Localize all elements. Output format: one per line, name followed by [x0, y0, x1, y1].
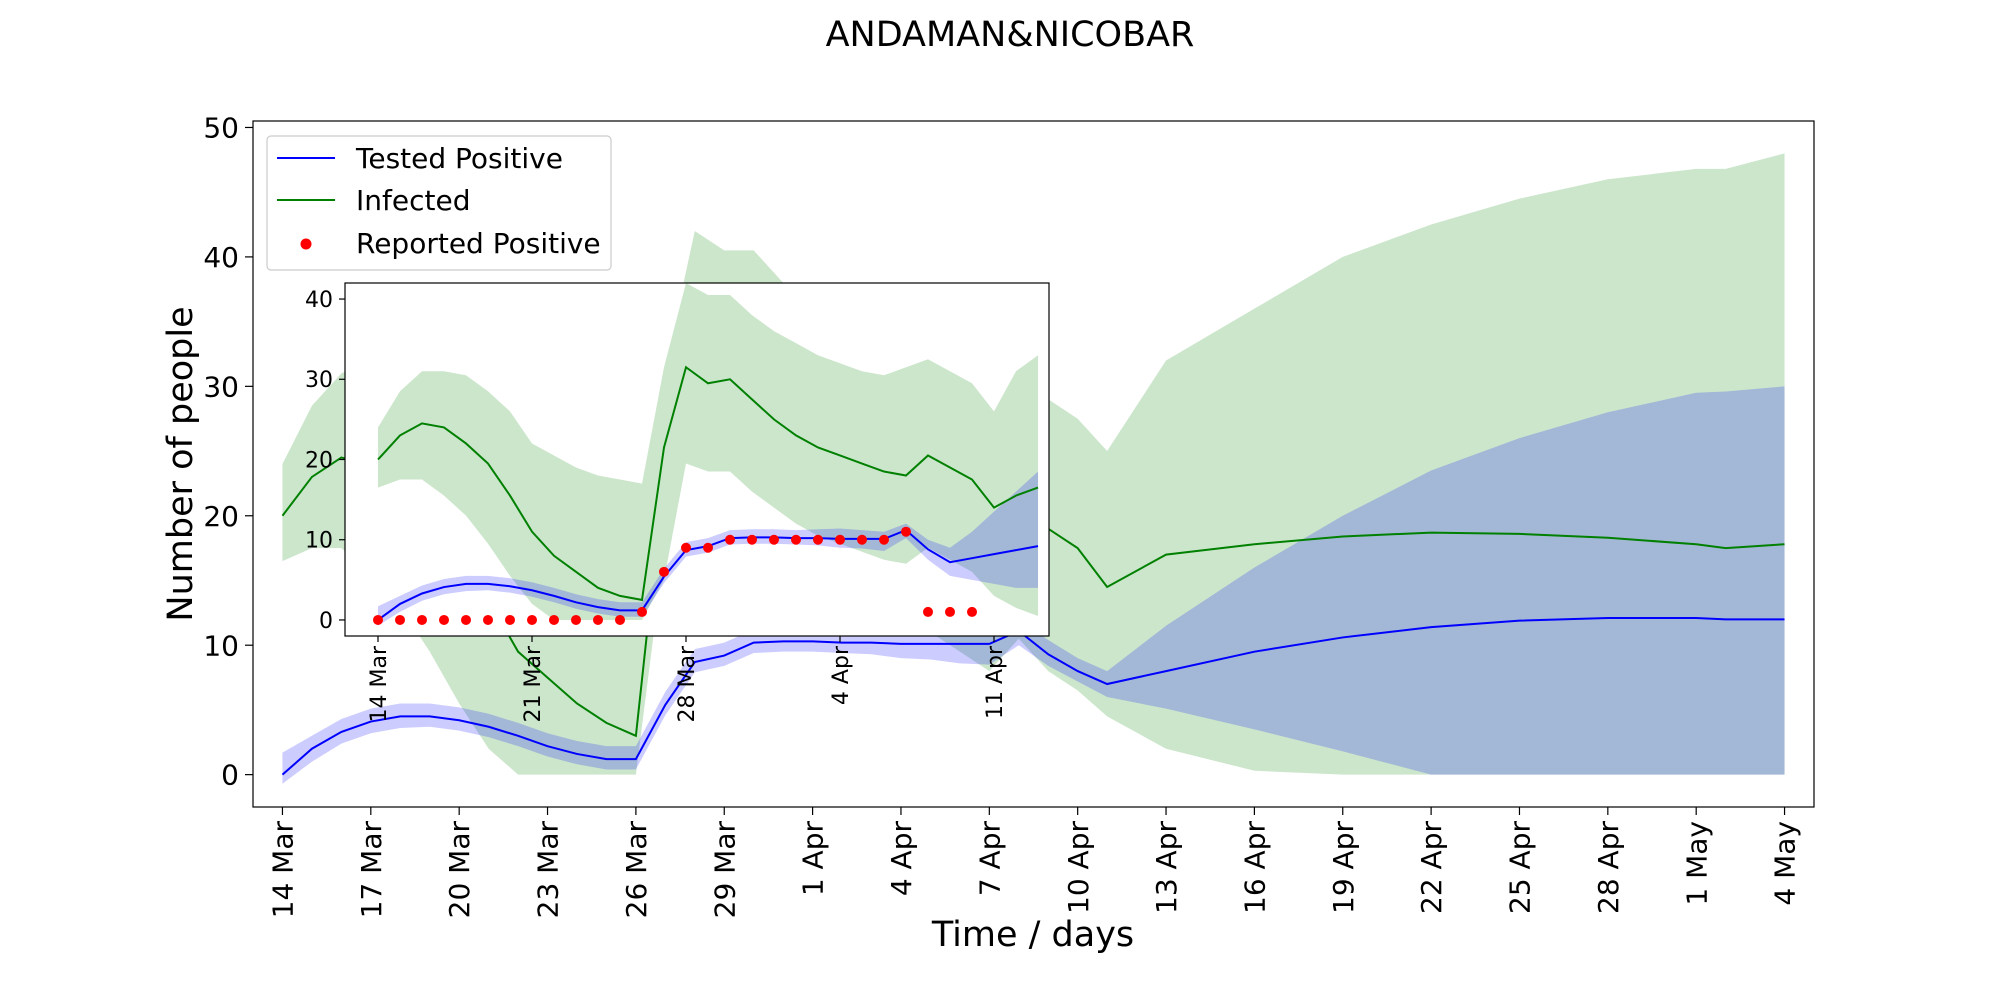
inset-reported-positive-point-13	[659, 566, 669, 577]
main-x-tick-label-12: 19 Apr	[1327, 821, 1360, 914]
inset-reported-positive-point-2	[417, 614, 427, 625]
legend-box	[266, 135, 612, 271]
inset-reported-positive-point-6	[505, 614, 515, 625]
inset-reported-positive-point-12	[637, 606, 647, 617]
inset-reported-positive-point-17	[747, 534, 757, 545]
main-x-tick-label-6: 1 Apr	[797, 821, 830, 897]
inset-reported-positive-point-20	[813, 534, 823, 545]
inset-reported-positive-point-11	[615, 614, 625, 625]
inset-y-tick-label-4: 40	[305, 288, 333, 313]
inset-reported-positive-point-0	[373, 614, 383, 625]
inset-y-tick-label-1: 10	[305, 529, 333, 554]
inset-reported-positive-point-23	[879, 534, 889, 545]
main-x-tick-label-2: 20 Mar	[443, 821, 476, 919]
y-axis-label: Number of people	[161, 306, 201, 621]
inset-plot-area	[373, 283, 1039, 626]
main-tested-positive-line	[281, 617, 1785, 776]
chart-title: ANDAMAN&NICOBAR	[826, 15, 1195, 55]
inset-reported-positive-point-9	[571, 614, 581, 625]
inset-reported-positive-point-4	[461, 614, 471, 625]
main-y-tick-label-3: 30	[203, 370, 239, 403]
main-x-tick-label-15: 28 Apr	[1592, 821, 1625, 914]
main-x-tick-label-14: 25 Apr	[1504, 821, 1537, 914]
inset-reported-positive-point-16	[725, 534, 735, 545]
legend: Tested Positive Infected Reported Positi…	[266, 135, 612, 271]
main-x-tick-label-17: 4 May	[1769, 821, 1802, 906]
inset-reported-positive-point-18	[769, 534, 779, 545]
inset-reported-positive-point-15	[703, 542, 713, 553]
inset-x-tick-label-1: 21 Mar	[521, 645, 546, 722]
inset-infected-band	[378, 283, 1038, 620]
main-x-tick-label-1: 17 Mar	[355, 821, 388, 919]
inset-y-axis: 0 10 20 30 40	[305, 288, 345, 634]
main-x-tick-label-10: 13 Apr	[1150, 821, 1183, 914]
inset-x-tick-label-0: 14 Mar	[367, 645, 392, 722]
main-y-axis: 0 10 20 30 40 50	[203, 112, 253, 792]
x-axis-label: Time / days	[931, 915, 1134, 955]
main-x-tick-label-3: 23 Mar	[532, 821, 565, 919]
main-plot-frame	[252, 120, 1815, 808]
inset-reported-positive-point-7	[527, 614, 537, 625]
inset-y-tick-label-0: 0	[319, 609, 333, 634]
legend-reported-positive-swatch	[300, 238, 312, 250]
main-x-tick-label-0: 14 Mar	[267, 821, 300, 919]
inset-infected-line	[377, 365, 1039, 602]
main-x-tick-label-7: 4 Apr	[885, 821, 918, 897]
inset-reported-positive-point-22	[857, 534, 867, 545]
inset-reported-positive-point-10	[593, 614, 603, 625]
inset-reported-positive-point-24	[901, 526, 911, 537]
inset-reported-positive-point-3	[439, 614, 449, 625]
inset-x-axis: 14 Mar 21 Mar 28 Mar 4 Apr 11 Apr	[367, 636, 1008, 723]
main-x-axis: 14 Mar 17 Mar 20 Mar 23 Mar 26 Mar 29 Mar 1 Ap…	[267, 807, 1802, 918]
main-y-tick-label-2: 20	[203, 500, 239, 533]
main-x-tick-label-13: 22 Apr	[1415, 821, 1448, 914]
main-y-tick-label-0: 0	[221, 759, 239, 792]
inset-reported-positive-point-8	[549, 614, 559, 625]
inset-reported-positive-point-1	[395, 614, 405, 625]
main-x-tick-label-4: 26 Mar	[620, 821, 653, 919]
inset-y-tick-label-3: 30	[305, 368, 333, 393]
legend-tested-positive-label: Tested Positive	[355, 142, 563, 175]
inset-clipped-group	[373, 283, 1039, 626]
main-x-tick-label-5: 29 Mar	[708, 821, 741, 919]
inset-reported-positive-point-19	[791, 534, 801, 545]
inset-x-tick-label-3: 4 Apr	[829, 645, 854, 705]
main-x-tick-label-8: 7 Apr	[973, 821, 1006, 897]
inset-reported-positive-point-25	[923, 606, 933, 617]
main-x-tick-label-16: 1 May	[1680, 821, 1713, 906]
inset-y-tick-label-2: 20	[305, 448, 333, 473]
main-y-tick-label-1: 10	[203, 629, 239, 662]
main-x-tick-label-9: 10 Apr	[1062, 821, 1095, 914]
main-y-tick-label-4: 40	[203, 241, 239, 274]
legend-reported-positive-label: Reported Positive	[356, 227, 601, 260]
main-x-tick-label-11: 16 Apr	[1238, 821, 1271, 914]
main-y-tick-label-5: 50	[203, 112, 239, 145]
inset-reported-positive-point-26	[945, 606, 955, 617]
legend-infected-label: Infected	[356, 184, 470, 217]
inset-reported-positive-point-21	[835, 534, 845, 545]
inset-reported-positive-point-14	[681, 542, 691, 553]
inset-plot-frame	[344, 282, 1050, 637]
inset-reported-positive-point-27	[967, 606, 977, 617]
inset-reported-positive-point-5	[483, 614, 493, 625]
main-tested-positive-band	[282, 386, 1785, 784]
inset-x-tick-label-4: 11 Apr	[983, 645, 1008, 719]
inset-x-tick-label-2: 28 Mar	[675, 645, 700, 722]
